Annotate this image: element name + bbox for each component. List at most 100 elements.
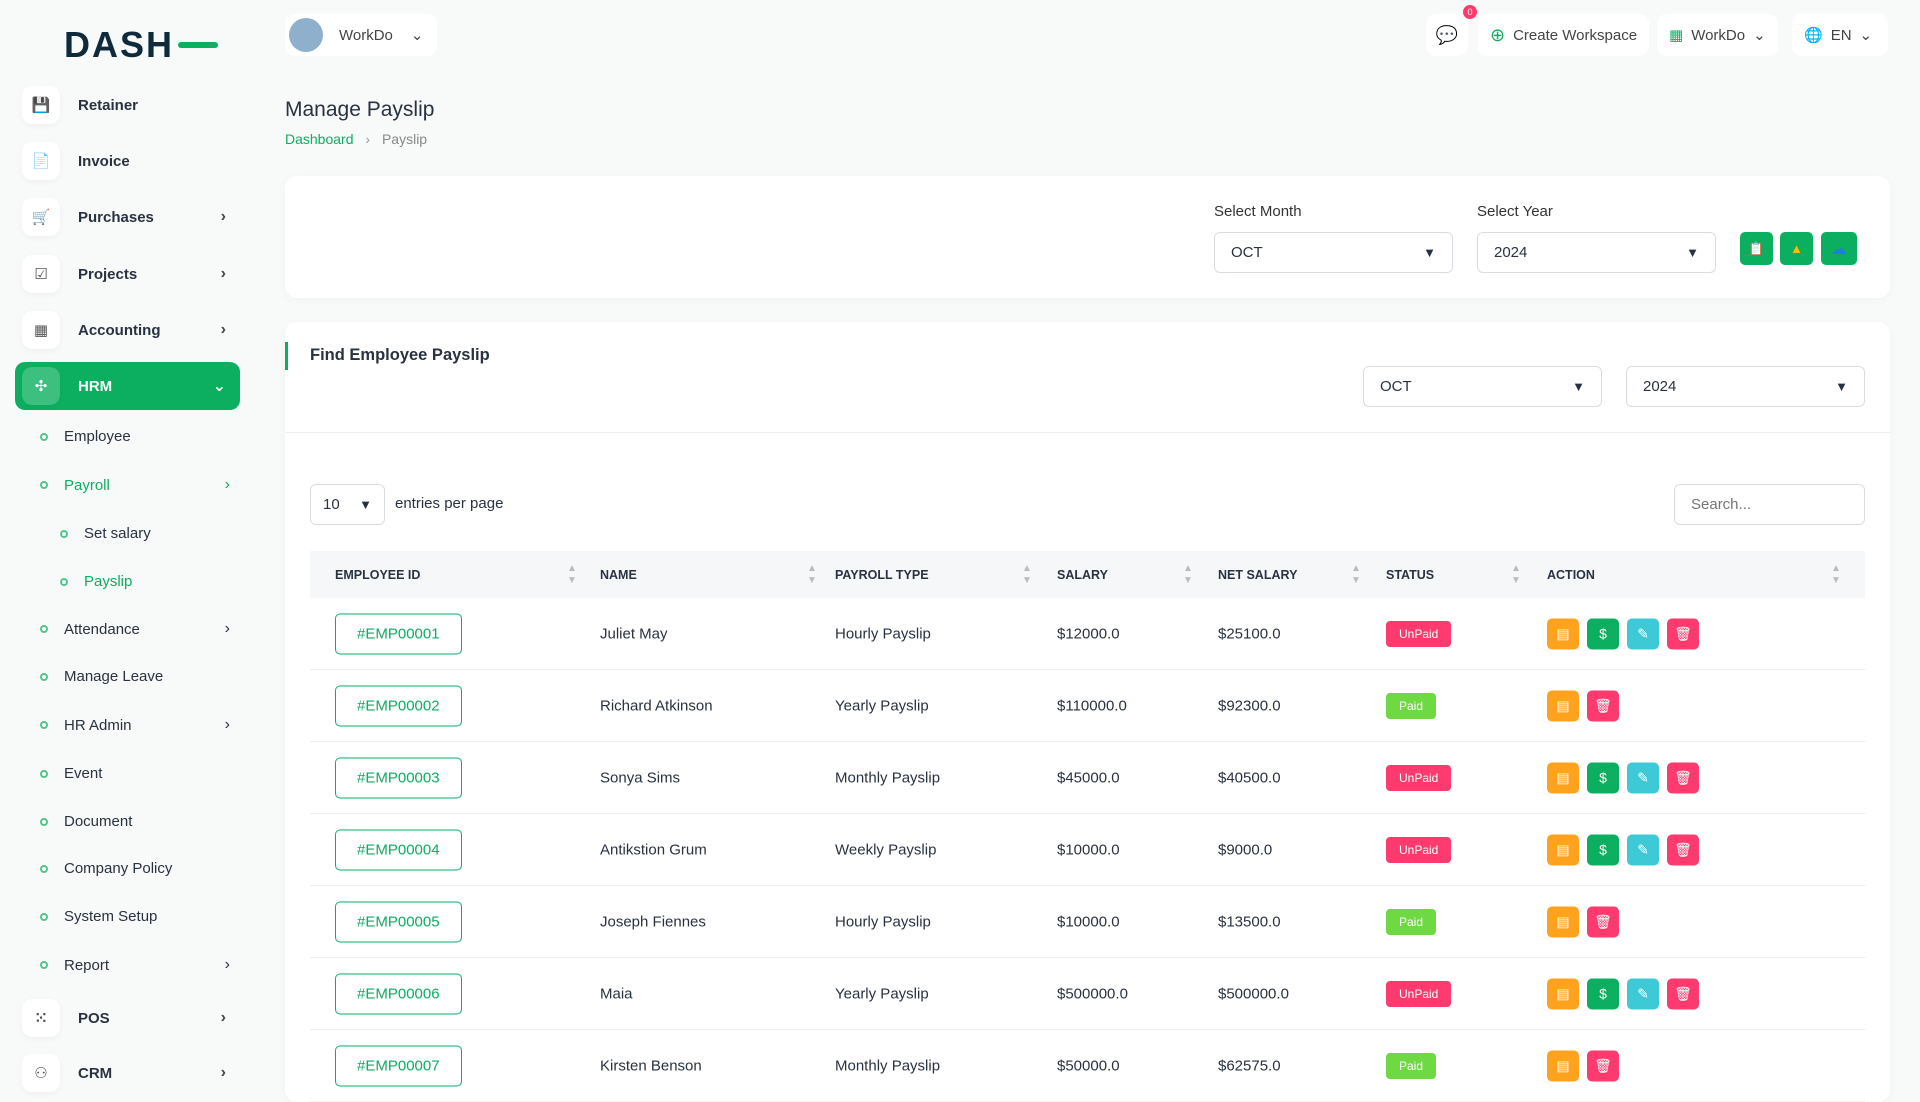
pay-button[interactable]: $ — [1587, 618, 1619, 649]
delete-icon: 🗑 — [1594, 697, 1612, 713]
find-month-select[interactable]: OCT ▼ — [1363, 366, 1602, 407]
chevron-down-icon: ▼ — [1686, 245, 1699, 260]
payroll-type: Yearly Payslip — [835, 697, 929, 714]
sort-icon[interactable]: ▲ ▼ — [1831, 562, 1841, 586]
salary: $110000.0 — [1057, 697, 1127, 714]
edit-button[interactable]: ✎ — [1627, 762, 1659, 793]
language-menu[interactable]: 🌐 EN ⌄ — [1792, 14, 1888, 56]
delete-button[interactable]: 🗑 — [1587, 690, 1619, 721]
sidebar-sub-attendance[interactable]: Attendance › — [40, 620, 230, 638]
employee-id-link[interactable]: #EMP00004 — [335, 829, 462, 870]
status-badge: Paid — [1386, 1052, 1437, 1079]
entries-label: entries per page — [395, 495, 504, 512]
month-select[interactable]: OCT ▼ — [1214, 232, 1453, 273]
status-badge: UnPaid — [1386, 620, 1452, 647]
sidebar-sub-company-policy[interactable]: Company Policy — [40, 860, 230, 877]
workdo-menu[interactable]: ▦ WorkDo ⌄ — [1657, 14, 1778, 56]
logo[interactable]: DASH — [64, 24, 219, 66]
sidebar-item-projects[interactable]: ☑ Projects › — [15, 250, 240, 298]
payslip-icon: ▤ — [1556, 769, 1570, 785]
delete-button[interactable]: 🗑 — [1667, 834, 1699, 865]
bulk-payslip-button[interactable]: 📋 — [1740, 232, 1773, 265]
column-header[interactable]: Payroll Type — [835, 567, 929, 582]
sidebar-item-crm[interactable]: ⚇ CRM › — [15, 1049, 240, 1097]
row-actions: ▤ 🗑 — [1547, 1050, 1619, 1081]
bullet-icon — [40, 721, 48, 729]
pay-button[interactable]: $ — [1587, 978, 1619, 1009]
sidebar-sub-document[interactable]: Document — [40, 813, 230, 830]
sort-icon[interactable]: ▲ ▼ — [1351, 562, 1361, 586]
edit-button[interactable]: ✎ — [1627, 978, 1659, 1009]
sort-icon[interactable]: ▲ ▼ — [1183, 562, 1193, 586]
employee-id-link[interactable]: #EMP00001 — [335, 613, 462, 654]
find-year-select[interactable]: 2024 ▼ — [1626, 366, 1865, 407]
sidebar-sub-manage-leave[interactable]: Manage Leave — [40, 668, 230, 685]
pay-button[interactable]: $ — [1587, 834, 1619, 865]
sidebar-sub-set-salary[interactable]: Set salary — [60, 525, 230, 542]
pay-button[interactable]: $ — [1587, 762, 1619, 793]
sidebar-item-hrm[interactable]: ✣ HRM ⌄ — [15, 362, 240, 410]
sidebar-item-accounting[interactable]: ▦ Accounting › — [15, 306, 240, 354]
payslip-button[interactable]: ▤ — [1547, 978, 1579, 1009]
column-header[interactable]: Action — [1547, 567, 1595, 582]
salary: $45000.0 — [1057, 769, 1120, 786]
create-workspace-button[interactable]: ⊕ Create Workspace — [1478, 14, 1650, 56]
google-drive-button[interactable]: ▲ — [1780, 232, 1813, 265]
payslip-button[interactable]: ▤ — [1547, 1050, 1579, 1081]
delete-button[interactable]: 🗑 — [1587, 1050, 1619, 1081]
chevron-right-icon: › — [224, 620, 230, 637]
workspace-switcher[interactable]: WorkDo ⌄ — [285, 14, 438, 56]
sidebar-sub-payroll[interactable]: Payroll › — [40, 476, 230, 494]
salary: $10000.0 — [1057, 913, 1120, 930]
employee-id-link[interactable]: #EMP00005 — [335, 901, 462, 942]
employee-name: Joseph Fiennes — [600, 913, 706, 930]
payslip-button[interactable]: ▤ — [1547, 906, 1579, 937]
employee-id-link[interactable]: #EMP00003 — [335, 757, 462, 798]
delete-button[interactable]: 🗑 — [1667, 978, 1699, 1009]
column-header[interactable]: Employee ID — [335, 567, 421, 582]
employee-id-link[interactable]: #EMP00002 — [335, 685, 462, 726]
sidebar-sub-system-setup[interactable]: System Setup — [40, 908, 230, 925]
year-select[interactable]: 2024 ▼ — [1477, 232, 1716, 273]
delete-button[interactable]: 🗑 — [1587, 906, 1619, 937]
bullet-icon — [40, 672, 48, 681]
onedrive-button[interactable]: ☁ — [1821, 232, 1857, 265]
sidebar-item-pos[interactable]: ⁙ POS › — [15, 994, 240, 1042]
sort-icon[interactable]: ▲ ▼ — [807, 562, 817, 586]
edit-button[interactable]: ✎ — [1627, 618, 1659, 649]
sort-icon[interactable]: ▲ ▼ — [1022, 562, 1032, 586]
sidebar-item-retainer[interactable]: 💾 Retainer — [15, 81, 240, 129]
chevron-right-icon: › — [224, 956, 230, 973]
sidebar-sub-hr-admin[interactable]: HR Admin › — [40, 716, 230, 734]
net-salary: $9000.0 — [1218, 841, 1273, 858]
delete-button[interactable]: 🗑 — [1667, 762, 1699, 793]
sidebar-sub-employee[interactable]: Employee — [40, 428, 230, 445]
payslip-button[interactable]: ▤ — [1547, 690, 1579, 721]
column-header[interactable]: Net Salary — [1218, 567, 1298, 582]
sidebar-sub-report[interactable]: Report › — [40, 956, 230, 974]
delete-icon: 🗑 — [1674, 841, 1692, 857]
messages-button[interactable]: 💬 0 — [1426, 5, 1477, 56]
table-row: #EMP00002 Richard Atkinson Yearly Paysli… — [310, 670, 1865, 742]
employee-id-link[interactable]: #EMP00006 — [335, 973, 462, 1014]
edit-button[interactable]: ✎ — [1627, 834, 1659, 865]
delete-button[interactable]: 🗑 — [1667, 618, 1699, 649]
entries-select[interactable]: 10 ▼ — [310, 484, 385, 525]
payslip-button[interactable]: ▤ — [1547, 618, 1579, 649]
sort-icon[interactable]: ▲ ▼ — [567, 562, 577, 586]
edit-icon: ✎ — [1637, 769, 1649, 785]
sidebar-item-purchases[interactable]: 🛒 Purchases › — [15, 193, 240, 241]
search-input[interactable] — [1674, 484, 1865, 525]
column-header[interactable]: Status — [1386, 567, 1435, 582]
status-badge: UnPaid — [1386, 764, 1452, 791]
sidebar-sub-payslip[interactable]: Payslip — [60, 573, 230, 590]
sidebar-sub-event[interactable]: Event — [40, 765, 230, 782]
delete-icon: 🗑 — [1674, 769, 1692, 785]
sort-icon[interactable]: ▲ ▼ — [1511, 562, 1521, 586]
column-header[interactable]: Salary — [1057, 567, 1108, 582]
payslip-button[interactable]: ▤ — [1547, 762, 1579, 793]
sidebar-item-invoice[interactable]: 📄 Invoice — [15, 137, 240, 185]
breadcrumb-dashboard[interactable]: Dashboard — [285, 131, 354, 147]
column-header[interactable]: Name — [600, 567, 637, 582]
payslip-button[interactable]: ▤ — [1547, 834, 1579, 865]
